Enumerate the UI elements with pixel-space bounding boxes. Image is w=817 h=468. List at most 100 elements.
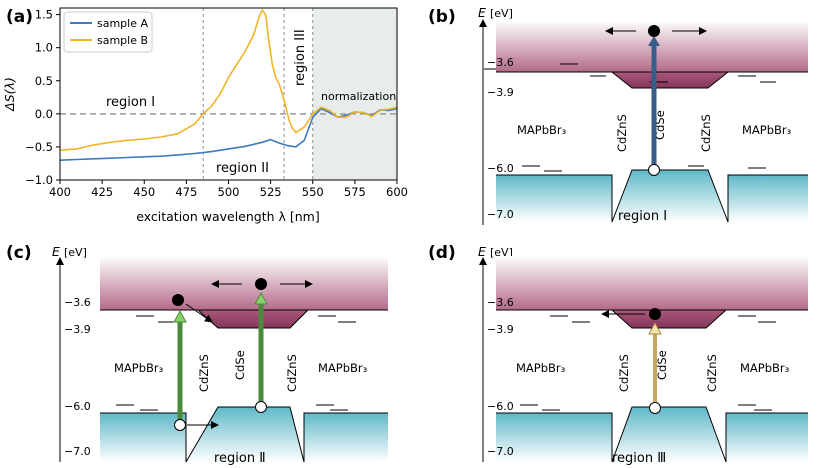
- valence-band-outer: [496, 413, 808, 462]
- x-tick-label: 450: [133, 185, 155, 199]
- energy-axis-unit: [eV]: [64, 246, 87, 259]
- level-label-cb: −3.6: [64, 296, 91, 309]
- trap-states-b: [522, 63, 776, 172]
- chart-panel-a: (a) 400 425 450 475 500 525 550 575 600 −1.0 −0.5…: [2, 7, 408, 224]
- material-label-outer-right: MAPbBr₃: [742, 123, 792, 137]
- material-label-core: CdSe: [233, 350, 247, 380]
- material-label-shell-right: CdZnS: [285, 354, 299, 392]
- y-tick-label: 0.5: [35, 74, 53, 88]
- x-tick-label: 550: [302, 185, 324, 199]
- energy-axis-unit: [eV]: [490, 7, 513, 20]
- level-label-cb2: −3.9: [487, 323, 514, 336]
- y-tick-label: −1.0: [25, 173, 53, 187]
- energy-axis-label: E: [52, 244, 60, 259]
- level-label-vb2: −7.0: [64, 445, 91, 458]
- vb-edge-line: [496, 406, 808, 463]
- legend: sample A sample B: [63, 11, 153, 53]
- panel-label-c: (c): [6, 243, 32, 263]
- valence-band-core: [612, 407, 726, 462]
- excitation-arrow-head-c-left: [173, 309, 187, 323]
- vb-edge-line: [100, 406, 388, 463]
- trap-states-d: [520, 315, 776, 411]
- x-tick-label: 500: [218, 185, 240, 199]
- panel-label-d: (d): [428, 243, 456, 263]
- diagram-panel-c: (c) E [eV] −3.6 −3.9 −6.0 −7.0 MAPbBr₃ M…: [6, 243, 388, 466]
- valence-band-core: [186, 407, 304, 462]
- cb-well-outline: [611, 71, 729, 89]
- annotation-region-2: region II: [216, 161, 269, 176]
- hole-d: [649, 402, 661, 414]
- excitation-arrow-head-b: [648, 36, 660, 46]
- material-label-shell-right: CdZnS: [705, 354, 719, 392]
- x-tick-label: 425: [91, 185, 113, 199]
- diagram-panel-b: (b) E [eV] −3.6 −3.9 −6.0 −7.0 MAPbBr₃ M…: [428, 5, 808, 225]
- material-label-shell-left: CdZnS: [197, 354, 211, 392]
- material-label-core: CdSe: [655, 350, 669, 380]
- material-label-outer-left: MAPbBr₃: [517, 123, 567, 137]
- panel-label-b: (b): [428, 7, 456, 27]
- material-label-shell-left: CdZnS: [617, 354, 631, 392]
- y-axis-ticks: −1.0 −0.5 0.0 0.5 1.0 1.5: [25, 8, 60, 187]
- x-axis-label: excitation wavelength λ [nm]: [136, 209, 319, 224]
- region-label-c: region Ⅱ: [214, 451, 266, 466]
- x-tick-label: 400: [49, 185, 71, 199]
- legend-label-sample-b: sample B: [97, 34, 148, 47]
- y-tick-label: 1.0: [35, 41, 53, 55]
- diagram-panel-d: (d) E [eV] −3.6 −3.9 −6.0 −7.0 MAPbBr₃ M…: [428, 243, 808, 466]
- material-label-outer-left: MAPbBr₃: [516, 361, 566, 375]
- y-axis-label: ΔS(λ): [2, 77, 17, 112]
- x-tick-label: 475: [175, 185, 197, 199]
- electron-d: [649, 308, 661, 320]
- hole-c-left: [174, 419, 186, 431]
- level-label-cb2: −3.9: [64, 323, 91, 336]
- energy-axis-label: E: [478, 244, 486, 259]
- annotation-region-1: region I: [106, 95, 155, 110]
- level-label-vb: −6.0: [487, 162, 514, 175]
- y-tick-label: 0.0: [35, 107, 53, 121]
- annotation-normalization: normalization: [321, 90, 396, 103]
- panel-label-a: (a): [6, 7, 33, 27]
- region-label-b: region I: [618, 209, 667, 224]
- valence-band-core: [612, 170, 728, 222]
- excitation-arrow-head-d: [648, 321, 662, 335]
- x-tick-label: 575: [344, 185, 366, 199]
- conduction-band: [100, 256, 388, 310]
- material-label-shell-left: CdZnS: [615, 114, 629, 152]
- material-label-outer-right: MAPbBr₃: [740, 361, 790, 375]
- level-label-vb2: −7.0: [487, 445, 514, 458]
- valence-band-outer: [496, 175, 808, 222]
- material-label-outer-right: MAPbBr₃: [318, 361, 368, 375]
- y-tick-label: 1.5: [35, 8, 53, 22]
- energy-axis-label: E: [478, 5, 486, 20]
- hole-b: [648, 164, 660, 176]
- cdse-cb-well: [198, 310, 308, 328]
- valence-band-outer: [100, 413, 388, 462]
- cb-well-outline: [611, 309, 727, 329]
- x-tick-label: 600: [386, 185, 408, 199]
- vb-edge-line: [496, 169, 808, 223]
- cdse-cb-well: [612, 72, 728, 88]
- conduction-band: [496, 256, 808, 310]
- level-label-cb: −3.6: [487, 56, 514, 69]
- electron-c-left: [172, 294, 184, 306]
- level-label-vb2: −7.0: [487, 208, 514, 221]
- region-label-d: region Ⅲ: [612, 451, 666, 466]
- electron-transfer-arrow-c: [185, 303, 213, 323]
- material-label-shell-right: CdZnS: [699, 114, 713, 152]
- y-tick-label: −0.5: [25, 140, 53, 154]
- normalization-shade: [312, 8, 397, 180]
- trap-states-c: [116, 315, 356, 411]
- legend-label-sample-a: sample A: [97, 17, 148, 30]
- energy-axis-unit: [eV]: [490, 246, 513, 259]
- excitation-arrow-head-c-right: [254, 291, 268, 305]
- x-axis-ticks: 400 425 450 475 500 525 550 575 600: [49, 180, 408, 199]
- hole-c-right: [255, 401, 267, 413]
- series-line-sample-b: [60, 8, 397, 151]
- level-label-cb2: −3.9: [487, 86, 514, 99]
- electron-b: [648, 25, 660, 37]
- level-label-vb: −6.0: [64, 400, 91, 413]
- x-tick-label: 525: [260, 185, 282, 199]
- annotation-region-3: region III: [293, 29, 308, 86]
- region-divider-lines: [202, 8, 314, 180]
